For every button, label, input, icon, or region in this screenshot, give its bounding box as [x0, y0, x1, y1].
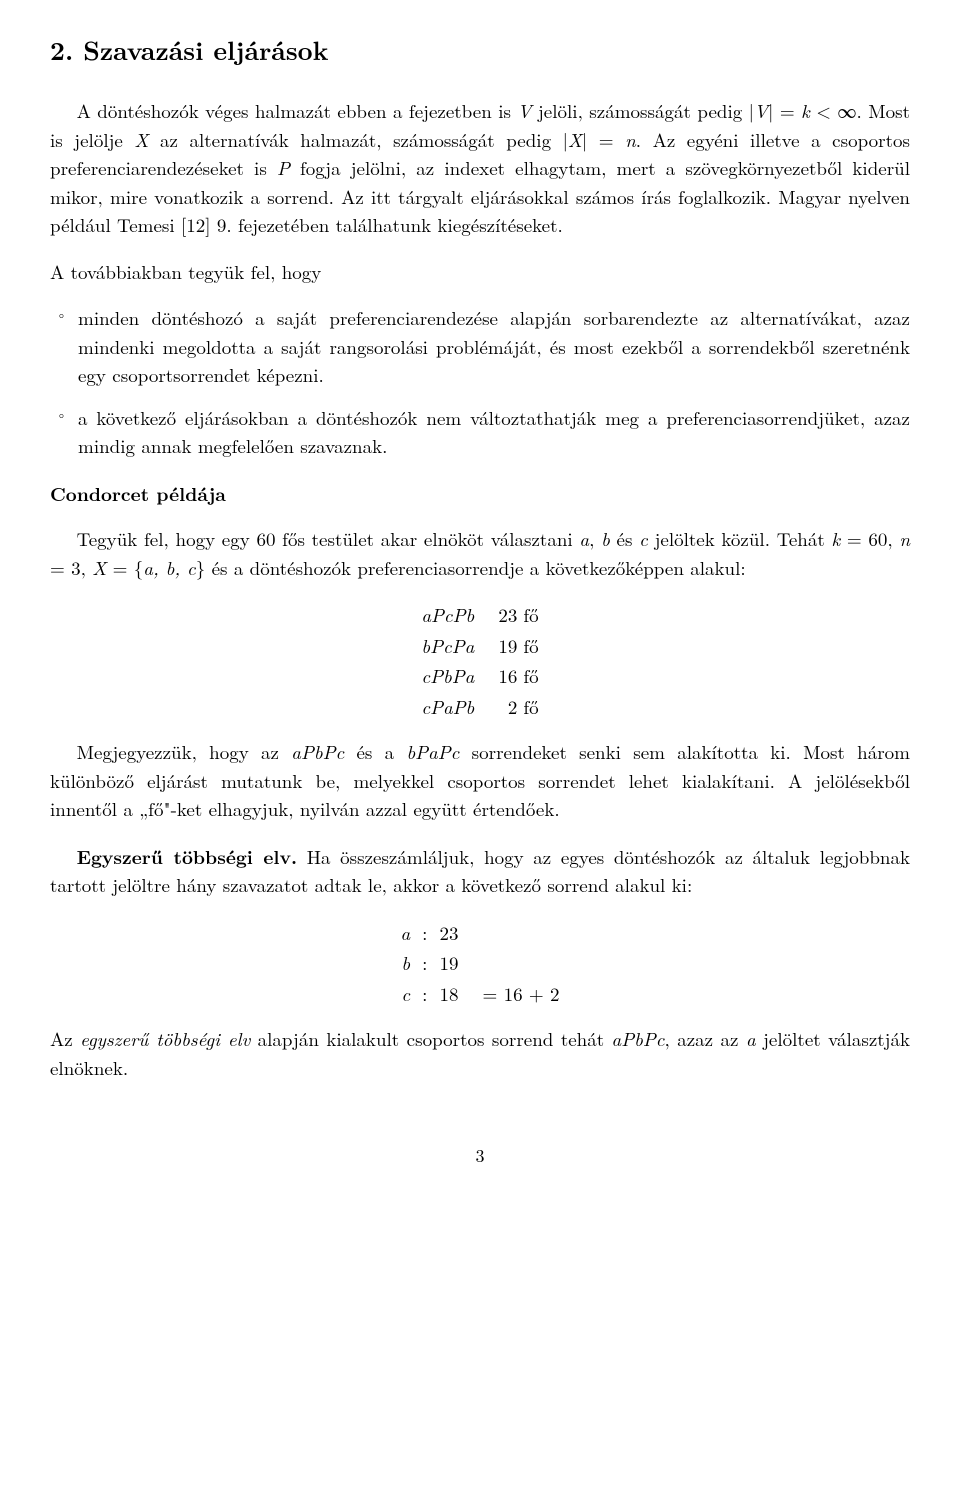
text: | = — [582, 126, 625, 153]
text: az alternatívák halmazát, számosságát pe… — [149, 126, 568, 153]
table-row: bPcPa 19 fő — [411, 631, 548, 662]
pref-count: 16 — [484, 661, 519, 692]
pref-count: 23 — [484, 600, 519, 631]
text: Az — [50, 1025, 80, 1052]
vote-value: 23 — [431, 918, 466, 949]
pref-count: 19 — [484, 631, 519, 662]
text: , azaz az — [665, 1025, 746, 1052]
math-n: n — [899, 525, 910, 552]
text: } és a döntéshozók preferenciasorrendje … — [196, 554, 746, 581]
math-X: X — [568, 126, 582, 153]
colon: : — [418, 918, 431, 949]
pref-unit: fő — [519, 692, 548, 723]
math-V: V — [754, 97, 768, 124]
candidate: a — [392, 918, 418, 949]
table-row: aPcPb 23 fő — [411, 600, 548, 631]
list-item: minden döntéshozó a saját preferenciaren… — [50, 304, 910, 390]
text: és — [610, 525, 639, 552]
table-row: c : 18 = 16 + 2 — [392, 979, 567, 1010]
text: Tegyük fel, hogy egy 60 fős testület aka… — [77, 525, 580, 552]
math-V: V — [517, 97, 531, 124]
math-a: a — [579, 525, 589, 552]
paragraph-3: Tegyük fel, hogy egy 60 fős testület aka… — [50, 525, 910, 582]
text: jelöli, számosságát pedig | — [532, 97, 754, 124]
colon: : — [418, 948, 431, 979]
text: | = — [768, 97, 801, 124]
method-name: Egyszerű többségi elv. — [77, 842, 297, 870]
paragraph-1: A döntéshozók véges halmazát ebben a fej… — [50, 97, 910, 240]
pref-order: cPaPb — [411, 692, 484, 723]
paragraph-5: Egyszerű többségi elv. Ha összeszámlálju… — [50, 842, 910, 900]
text: A döntéshozók véges halmazát ebben a fej… — [77, 97, 518, 124]
vote-count-table: a : 23 b : 19 c : 18 = 16 + 2 — [392, 918, 567, 1010]
term: egyszerű többségi elv — [80, 1025, 250, 1052]
pref-unit: fő — [519, 661, 548, 692]
math-k: k — [801, 97, 810, 124]
pref-unit: fő — [519, 600, 548, 631]
math-X: X — [134, 126, 148, 153]
text: Megjegyezzük, hogy az — [77, 738, 292, 765]
pref-order: aPbPc — [612, 1025, 665, 1052]
pref-order: aPcPb — [411, 600, 484, 631]
paragraph-4: Megjegyezzük, hogy az aPbPc és a bPaPc s… — [50, 738, 910, 824]
vote-value: 19 — [431, 948, 466, 979]
paragraph-2: A továbbiakban tegyük fel, hogy — [50, 258, 910, 287]
candidate: b — [392, 948, 418, 979]
assumption-list: minden döntéshozó a saját preferenciaren… — [50, 304, 910, 461]
math-n: n — [625, 126, 636, 153]
candidate: c — [392, 979, 418, 1010]
paragraph-6: Az egyszerű többségi elv alapján kialaku… — [50, 1025, 910, 1082]
text: = 3, — [50, 554, 92, 581]
table-row: a : 23 — [392, 918, 567, 949]
vote-expr: = 16 + 2 — [466, 979, 567, 1010]
pref-order: bPaPc — [406, 738, 459, 765]
vote-expr — [466, 948, 567, 979]
pref-order: bPcPa — [411, 631, 484, 662]
text: = { — [106, 554, 143, 581]
text: és a — [344, 738, 406, 765]
table-row: cPaPb 2 fő — [411, 692, 548, 723]
math-a: a — [746, 1025, 756, 1052]
list-item: a következő eljárásokban a döntéshozók n… — [50, 404, 910, 461]
table-row: b : 19 — [392, 948, 567, 979]
text: jelöltek közül. Tehát — [648, 525, 832, 552]
math-set: a, b, c — [143, 554, 195, 581]
math-P: P — [277, 154, 290, 181]
page-number: 3 — [50, 1142, 910, 1169]
text: alapján kialakult csoportos sorrend tehá… — [250, 1025, 611, 1052]
table-row: cPbPa 16 fő — [411, 661, 548, 692]
vote-value: 18 — [431, 979, 466, 1010]
text: = 60, — [840, 525, 899, 552]
subheading-condorcet: Condorcet példája — [50, 479, 910, 508]
math-b: b — [601, 525, 610, 552]
preference-table: aPcPb 23 fő bPcPa 19 fő cPbPa 16 fő cPaP… — [411, 600, 548, 722]
math-k: k — [831, 525, 840, 552]
vote-expr — [466, 918, 567, 949]
pref-order: cPbPa — [411, 661, 484, 692]
pref-unit: fő — [519, 631, 548, 662]
pref-count: 2 — [484, 692, 519, 723]
pref-order: aPbPc — [291, 738, 344, 765]
colon: : — [418, 979, 431, 1010]
math-c: c — [639, 525, 648, 552]
math-X: X — [92, 554, 106, 581]
section-heading: 2. Szavazási eljárások — [50, 30, 910, 69]
